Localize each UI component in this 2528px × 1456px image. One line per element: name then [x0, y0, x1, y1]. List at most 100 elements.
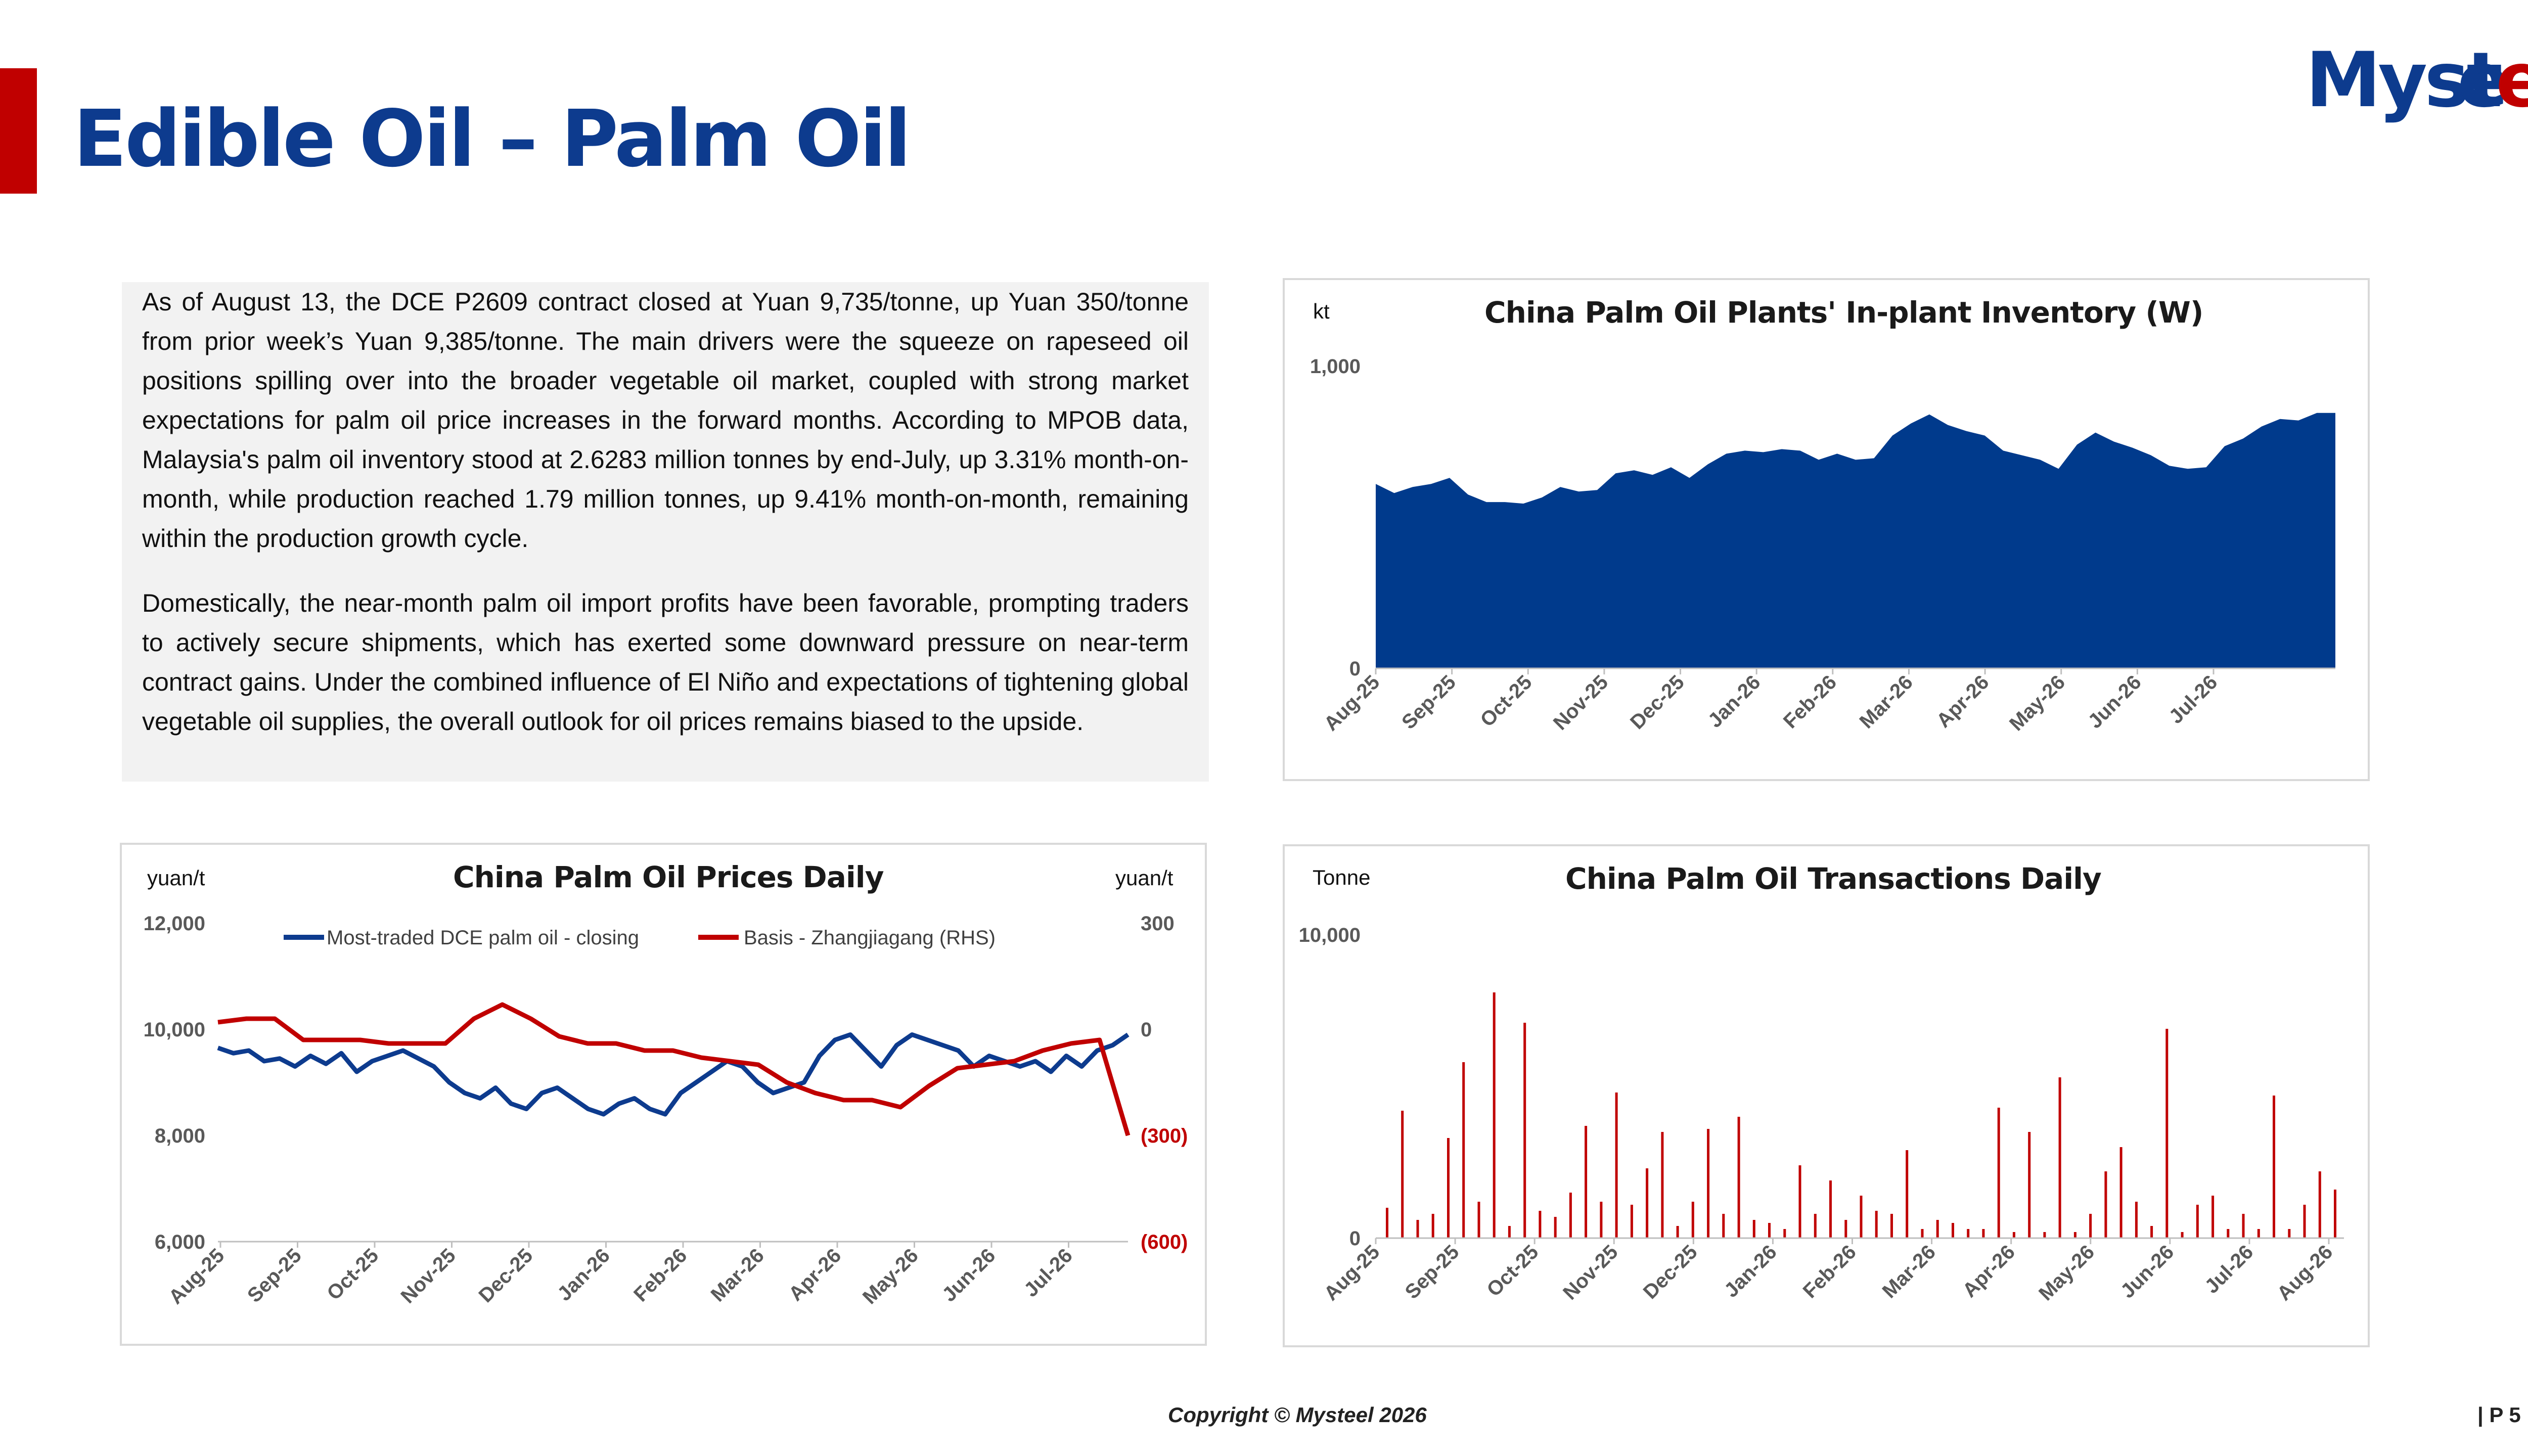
transaction-bar — [1630, 1205, 1633, 1238]
transaction-bar — [1539, 1211, 1542, 1238]
inventory-x-tick-label: Mar-26 — [1856, 671, 1917, 733]
transaction-bar — [1814, 1214, 1817, 1238]
prices-left-tick-label: 10,000 — [144, 1019, 205, 1041]
transaction-bar — [1982, 1229, 1985, 1238]
prices-left-tick-label: 12,000 — [144, 913, 205, 935]
prices-x-tick-label: Dec-25 — [474, 1244, 537, 1307]
prices-right-tick-label: 300 — [1141, 913, 1175, 935]
inventory-x-tick-label: Jan-26 — [1704, 671, 1765, 732]
transaction-bar — [1431, 1214, 1434, 1238]
transactions-x-tick-label: Dec-25 — [1639, 1241, 1702, 1303]
prices-x-tick-label: Mar-26 — [707, 1244, 769, 1306]
transaction-bar — [1752, 1220, 1755, 1238]
transaction-bar — [1967, 1229, 1970, 1238]
transaction-bar — [1783, 1229, 1786, 1238]
prices-right-tick-label: (600) — [1141, 1231, 1188, 1253]
transaction-bar — [1875, 1211, 1878, 1238]
inventory-x-tick-label: May-26 — [2005, 671, 2069, 735]
transaction-bar — [2242, 1214, 2245, 1238]
transaction-bar — [2288, 1229, 2291, 1238]
market-summary-box: As of August 13, the DCE P2609 contract … — [122, 282, 1209, 782]
transactions-chart-title: China Palm Oil Transactions Daily — [1565, 861, 2102, 896]
inventory-x-tick-label: Apr-26 — [1932, 671, 1994, 732]
transaction-bar — [1890, 1214, 1893, 1238]
transaction-bar — [1447, 1138, 1450, 1238]
prices-left-tick-label: 6,000 — [155, 1231, 205, 1253]
transaction-bar — [1401, 1111, 1404, 1238]
transactions-x-tick-label: Jan-26 — [1720, 1241, 1781, 1302]
svg-text:e: e — [2457, 43, 2506, 124]
prices-right-tick-label: 0 — [1141, 1019, 1152, 1041]
transaction-bar — [2043, 1232, 2046, 1238]
prices-x-tick-label: Nov-25 — [396, 1244, 460, 1307]
transaction-bar — [1569, 1193, 1572, 1238]
inventory-x-tick-label: Nov-25 — [1549, 671, 1612, 734]
transaction-bar — [1860, 1196, 1863, 1238]
inventory-chart-panel: kt China Palm Oil Plants' In-plant Inven… — [1283, 278, 2370, 781]
inventory-x-tick-label: Dec-25 — [1626, 671, 1689, 734]
transaction-bar — [2303, 1205, 2306, 1238]
dce-closing-price-line — [217, 1032, 1130, 1117]
transaction-bar — [1554, 1217, 1557, 1238]
prices-x-tick-label: May-26 — [859, 1244, 923, 1308]
transaction-bar — [2211, 1196, 2215, 1238]
transactions-x-tick-label: Oct-25 — [1482, 1241, 1543, 1301]
inventory-y-tick-label: 0 — [1349, 658, 1361, 680]
transaction-bar — [1997, 1108, 2000, 1238]
svg-text:Myst: Myst — [2306, 43, 2501, 124]
transaction-bar — [2227, 1229, 2230, 1238]
prices-x-tick-label: Jun-26 — [938, 1244, 1000, 1306]
transactions-y-unit: Tonne — [1313, 866, 1371, 889]
transaction-bar — [1906, 1150, 1909, 1238]
prices-left-tick-label: 8,000 — [155, 1125, 205, 1147]
transaction-bar — [2273, 1096, 2275, 1238]
transaction-bar — [1477, 1202, 1480, 1238]
prices-x-tick-label: Jan-26 — [553, 1244, 614, 1305]
legend-basis-label: Basis - Zhangjiagang (RHS) — [744, 927, 996, 949]
inventory-x-tick-label: Jun-26 — [2084, 671, 2145, 733]
transaction-bar — [2012, 1232, 2015, 1238]
inventory-x-tick-label: Aug-25 — [1320, 671, 1384, 735]
transaction-bar — [1462, 1062, 1465, 1238]
summary-paragraph-2: Domestically, the near-month palm oil im… — [142, 589, 1189, 736]
transactions-x-tick-label: Jun-26 — [2116, 1241, 2178, 1302]
transactions-x-tick-label: Sep-25 — [1401, 1241, 1464, 1303]
prices-right-tick-label: (300) — [1141, 1125, 1188, 1147]
transaction-bar — [1493, 992, 1496, 1238]
transactions-x-tick-label: Aug-25 — [1320, 1241, 1384, 1305]
prices-x-tick-label: Aug-25 — [164, 1244, 229, 1308]
transaction-bar — [1722, 1214, 1725, 1238]
transactions-x-tick-label: Apr-26 — [1958, 1241, 2019, 1302]
transaction-bar — [1829, 1180, 1832, 1238]
prices-x-tick-label: Feb-26 — [629, 1244, 691, 1306]
transaction-bar — [1523, 1023, 1526, 1238]
inventory-x-tick-label: Feb-26 — [1779, 671, 1841, 733]
transactions-y-tick-label: 0 — [1349, 1227, 1361, 1250]
basis-zhangjiagang-line — [217, 1002, 1131, 1136]
svg-text:e: e — [2496, 43, 2528, 124]
prices-x-tick-label: Oct-25 — [323, 1244, 383, 1304]
transaction-bar — [1691, 1202, 1694, 1238]
prices-right-unit: yuan/t — [1115, 866, 1173, 890]
legend-dce-label: Most-traded DCE palm oil - closing — [327, 927, 639, 949]
transaction-bar — [1386, 1208, 1388, 1238]
transaction-bar — [2257, 1229, 2260, 1238]
prices-x-tick-label: Jul-26 — [1020, 1244, 1077, 1301]
transaction-bar — [2119, 1147, 2123, 1238]
transactions-x-tick-label: Nov-25 — [1559, 1241, 1622, 1304]
transaction-bar — [1798, 1165, 1801, 1238]
transactions-x-tick-label: Feb-26 — [1799, 1241, 1861, 1302]
transaction-bar — [1585, 1126, 1588, 1238]
summary-paragraph-1: As of August 13, the DCE P2609 contract … — [142, 288, 1189, 553]
transaction-bar — [2181, 1232, 2184, 1238]
transaction-bar — [2073, 1232, 2076, 1238]
page-title: Edible Oil – Palm Oil — [73, 93, 911, 185]
transaction-bar — [1707, 1129, 1710, 1238]
transaction-bar — [1508, 1226, 1511, 1238]
prices-chart-title: China Palm Oil Prices Daily — [453, 860, 884, 894]
transaction-bar — [2028, 1132, 2031, 1238]
transaction-bar — [2318, 1171, 2321, 1238]
transaction-bar — [2135, 1202, 2138, 1238]
